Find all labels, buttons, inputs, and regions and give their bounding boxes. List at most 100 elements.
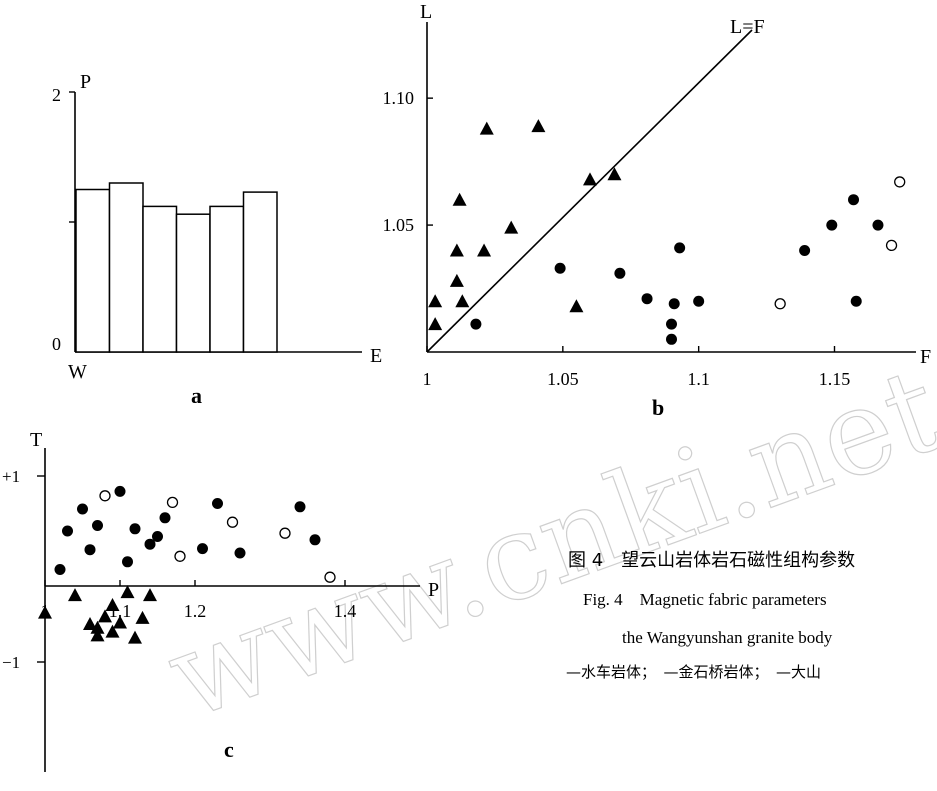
b-ylabel: L: [420, 1, 432, 23]
c-point-triangle: [68, 588, 82, 602]
b-point-triangle: [479, 121, 494, 135]
c-point-filled-circle: [234, 547, 246, 559]
c-ytick-label: −1: [2, 653, 20, 672]
b-point-triangle: [477, 243, 492, 257]
a-bar: [175, 213, 211, 353]
c-point-filled-circle: [54, 564, 66, 575]
c-point-triangle: [90, 628, 105, 642]
c-point-filled-circle: [129, 523, 141, 535]
b-point-triangle: [428, 294, 443, 308]
panel-c-scatter: 11.11.21.4+1−1 T P c: [2, 429, 439, 772]
c-point-triangle: [135, 610, 150, 624]
figure-caption: 图 4 望云山岩体岩石磁性组构参数 Fig. 4 Magnetic fabric…: [566, 550, 855, 681]
b-point-open-circle: [894, 176, 906, 188]
a-ytick-label-2: 2: [52, 85, 61, 105]
a-panel-label: a: [191, 383, 202, 408]
b-point-filled-circle: [693, 295, 705, 307]
a-bar: [75, 188, 111, 353]
c-point-filled-circle: [77, 503, 88, 515]
c-point-filled-circle: [294, 501, 306, 513]
b-xlabel: F: [920, 346, 931, 368]
b-point-filled-circle: [614, 267, 626, 279]
c-point-triangle: [98, 609, 112, 623]
b-point-filled-circle: [872, 219, 884, 231]
c-point-filled-circle: [122, 556, 133, 568]
caption-en-line2: the Wangyunshan granite body: [622, 628, 833, 647]
b-xtick-label: 1.15: [819, 369, 851, 389]
b-point-filled-circle: [666, 318, 677, 330]
b-point-filled-circle: [799, 244, 811, 256]
watermark-text: www.cnki.net: [151, 340, 937, 746]
a-bar: [209, 205, 245, 353]
c-xtick-label: 1.4: [334, 601, 357, 621]
b-xtick-label: 1.05: [547, 369, 579, 389]
c-point-filled-circle: [197, 543, 208, 555]
b-point-triangle: [455, 294, 470, 308]
c-point-filled-circle: [144, 538, 156, 550]
b-panel-label: b: [652, 395, 664, 420]
c-ytick-label: +1: [2, 467, 20, 486]
caption-legend: —水车岩体； —金石桥岩体； —大山: [566, 663, 821, 681]
c-point-open-circle: [226, 516, 239, 528]
c-point-filled-circle: [159, 512, 171, 524]
c-point-triangle: [38, 605, 52, 619]
b-point-filled-circle: [826, 219, 838, 231]
b-point-triangle: [569, 299, 584, 313]
c-point-open-circle: [99, 490, 111, 502]
b-point-filled-circle: [850, 295, 862, 307]
c-point-filled-circle: [84, 544, 96, 556]
a-x-right-label: E: [370, 345, 382, 367]
b-point-filled-circle: [554, 262, 566, 274]
c-point-triangle: [120, 585, 135, 599]
caption-en-line1: Fig. 4 Magnetic fabric parameters: [583, 590, 827, 609]
c-point-open-circle: [166, 496, 179, 509]
c-point-filled-circle: [152, 531, 163, 542]
b-ytick-label: 1.05: [383, 215, 415, 235]
c-point-open-circle: [324, 571, 336, 583]
c-point-filled-circle: [212, 498, 223, 509]
c-xlabel: P: [428, 579, 439, 601]
c-point-triangle: [143, 588, 157, 602]
b-point-triangle: [583, 172, 597, 186]
b-point-triangle: [504, 220, 519, 234]
b-point-filled-circle: [848, 194, 860, 206]
b-point-filled-circle: [668, 298, 680, 310]
c-point-open-circle: [174, 550, 186, 562]
b-point-filled-circle: [470, 318, 482, 330]
c-ylabel: T: [30, 429, 42, 451]
c-point-filled-circle: [114, 485, 126, 497]
c-point-triangle: [128, 630, 142, 644]
a-x-left-label: W: [68, 361, 87, 383]
a-bar: [142, 205, 178, 353]
a-bar: [242, 191, 278, 353]
c-point-filled-circle: [62, 525, 73, 537]
a-ylabel: P: [80, 71, 91, 93]
b-identity-line: [426, 29, 753, 353]
a-ytick-label-0: 0: [52, 334, 61, 354]
c-point-open-circle: [279, 527, 291, 539]
c-point-filled-circle: [309, 534, 321, 546]
c-point-filled-circle: [92, 520, 103, 531]
c-point-triangle: [113, 615, 127, 629]
b-point-triangle: [531, 119, 546, 133]
b-xtick-label: 1.1: [687, 369, 710, 389]
b-point-filled-circle: [674, 242, 686, 254]
c-point-triangle: [105, 598, 120, 611]
c-point-triangle: [105, 624, 120, 638]
c-panel-label: c: [224, 737, 234, 762]
b-point-filled-circle: [641, 293, 653, 305]
b-point-triangle: [607, 167, 622, 181]
c-point-triangle: [90, 620, 105, 634]
b-point-open-circle: [774, 298, 786, 310]
b-point-open-circle: [885, 239, 898, 252]
a-bar: [108, 182, 144, 353]
c-point-triangle: [83, 617, 97, 630]
b-xtick-label: 1: [423, 369, 432, 389]
b-point-triangle: [449, 273, 464, 287]
panel-b-scatter: 1 1.05 1.1 1.15 1.05 1.10 L L=F F b: [383, 1, 932, 420]
caption-zh: 图 4 望云山岩体岩石磁性组构参数: [568, 550, 855, 571]
c-xtick-label: 1.2: [184, 601, 207, 621]
b-ytick-label: 1.10: [383, 88, 415, 108]
b-point-triangle: [452, 192, 467, 206]
